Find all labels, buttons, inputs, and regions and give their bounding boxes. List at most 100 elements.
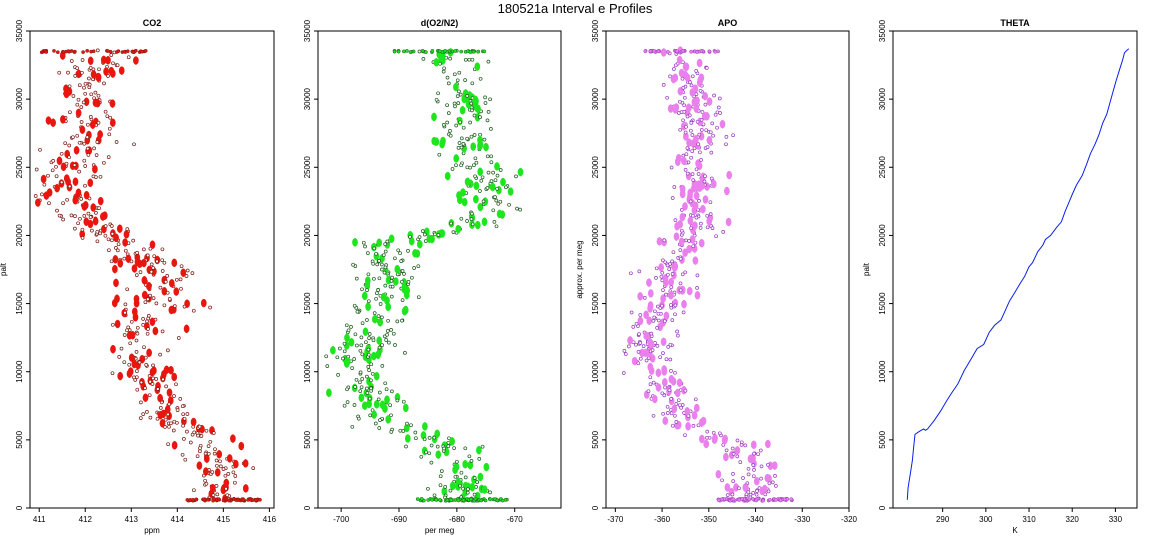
data-point bbox=[168, 279, 175, 288]
x-tick-label: -690 bbox=[391, 515, 408, 524]
data-point bbox=[466, 487, 470, 492]
data-point bbox=[376, 238, 383, 247]
data-point bbox=[680, 272, 685, 277]
data-point bbox=[83, 81, 88, 86]
data-point bbox=[469, 459, 474, 463]
data-point bbox=[672, 67, 676, 71]
data-point bbox=[394, 264, 401, 274]
data-point bbox=[656, 311, 661, 316]
data-point bbox=[85, 48, 90, 53]
data-point bbox=[451, 230, 456, 234]
data-point bbox=[738, 460, 743, 464]
data-point bbox=[335, 355, 340, 360]
data-point bbox=[71, 94, 76, 98]
data-point bbox=[766, 474, 772, 483]
data-point bbox=[117, 371, 124, 381]
data-point bbox=[621, 371, 626, 375]
data-point bbox=[669, 411, 674, 416]
data-point bbox=[178, 277, 183, 282]
data-point bbox=[253, 498, 258, 503]
data-point bbox=[97, 67, 101, 72]
data-point bbox=[622, 349, 627, 353]
data-point bbox=[433, 58, 440, 67]
data-point bbox=[712, 93, 716, 98]
data-point bbox=[441, 123, 446, 127]
data-point bbox=[91, 174, 96, 179]
data-point bbox=[643, 310, 649, 320]
data-point bbox=[43, 191, 50, 200]
data-point bbox=[665, 411, 670, 415]
data-point bbox=[642, 296, 647, 300]
data-point bbox=[138, 270, 143, 274]
x-tick-label: -350 bbox=[701, 515, 718, 524]
data-point bbox=[483, 101, 488, 105]
data-point bbox=[675, 49, 679, 54]
data-point bbox=[452, 72, 457, 77]
data-point bbox=[682, 103, 687, 108]
data-point bbox=[191, 308, 196, 313]
data-point bbox=[365, 302, 371, 311]
data-point bbox=[122, 238, 128, 247]
data-point bbox=[661, 288, 665, 292]
data-point bbox=[432, 435, 437, 440]
data-point bbox=[676, 333, 680, 338]
data-point bbox=[387, 340, 391, 345]
data-point bbox=[668, 374, 675, 384]
x-tick-label: 310 bbox=[1022, 515, 1036, 524]
data-point bbox=[629, 310, 634, 315]
data-point bbox=[673, 312, 677, 317]
data-point bbox=[682, 95, 687, 100]
data-point bbox=[482, 49, 487, 54]
y-tick-label: 35000 bbox=[591, 19, 600, 42]
data-point bbox=[326, 388, 332, 398]
data-point bbox=[660, 270, 665, 275]
data-point bbox=[375, 350, 381, 360]
data-point bbox=[648, 382, 653, 387]
data-point bbox=[377, 259, 381, 263]
data-point bbox=[706, 135, 713, 145]
data-point bbox=[495, 498, 500, 503]
data-point bbox=[358, 380, 362, 385]
data-point bbox=[483, 462, 490, 472]
data-point bbox=[474, 220, 481, 230]
data-point bbox=[160, 258, 165, 263]
data-point bbox=[377, 390, 382, 395]
data-point bbox=[709, 150, 714, 155]
data-point bbox=[679, 228, 684, 233]
data-point bbox=[73, 49, 77, 54]
y-tick-label: 35000 bbox=[15, 19, 24, 42]
data-point bbox=[481, 199, 486, 204]
y-tick-label: 10000 bbox=[591, 360, 600, 383]
data-point bbox=[108, 115, 113, 120]
data-point bbox=[438, 474, 443, 479]
data-point bbox=[713, 112, 718, 117]
data-point bbox=[689, 226, 693, 231]
y-tick-label: 15000 bbox=[591, 292, 600, 315]
data-point bbox=[188, 440, 193, 445]
data-point bbox=[453, 104, 457, 109]
data-point bbox=[399, 259, 404, 263]
data-point bbox=[698, 238, 705, 248]
data-point bbox=[358, 393, 365, 402]
data-point bbox=[458, 92, 463, 97]
data-point bbox=[384, 338, 389, 342]
data-point bbox=[695, 119, 700, 124]
data-point bbox=[504, 185, 508, 190]
data-point bbox=[110, 231, 115, 236]
data-point bbox=[402, 49, 406, 54]
data-point bbox=[148, 293, 152, 298]
data-point bbox=[89, 92, 94, 97]
y-tick-label: 5000 bbox=[15, 430, 24, 448]
data-point bbox=[154, 301, 159, 306]
data-point bbox=[758, 448, 763, 453]
data-point bbox=[667, 104, 674, 113]
data-point bbox=[125, 328, 129, 333]
data-point bbox=[492, 220, 497, 224]
data-point bbox=[82, 85, 86, 90]
data-point bbox=[724, 448, 729, 453]
data-point bbox=[690, 172, 695, 176]
data-point bbox=[678, 237, 685, 247]
data-point bbox=[80, 58, 85, 62]
data-point bbox=[674, 388, 681, 398]
data-point bbox=[103, 109, 108, 114]
